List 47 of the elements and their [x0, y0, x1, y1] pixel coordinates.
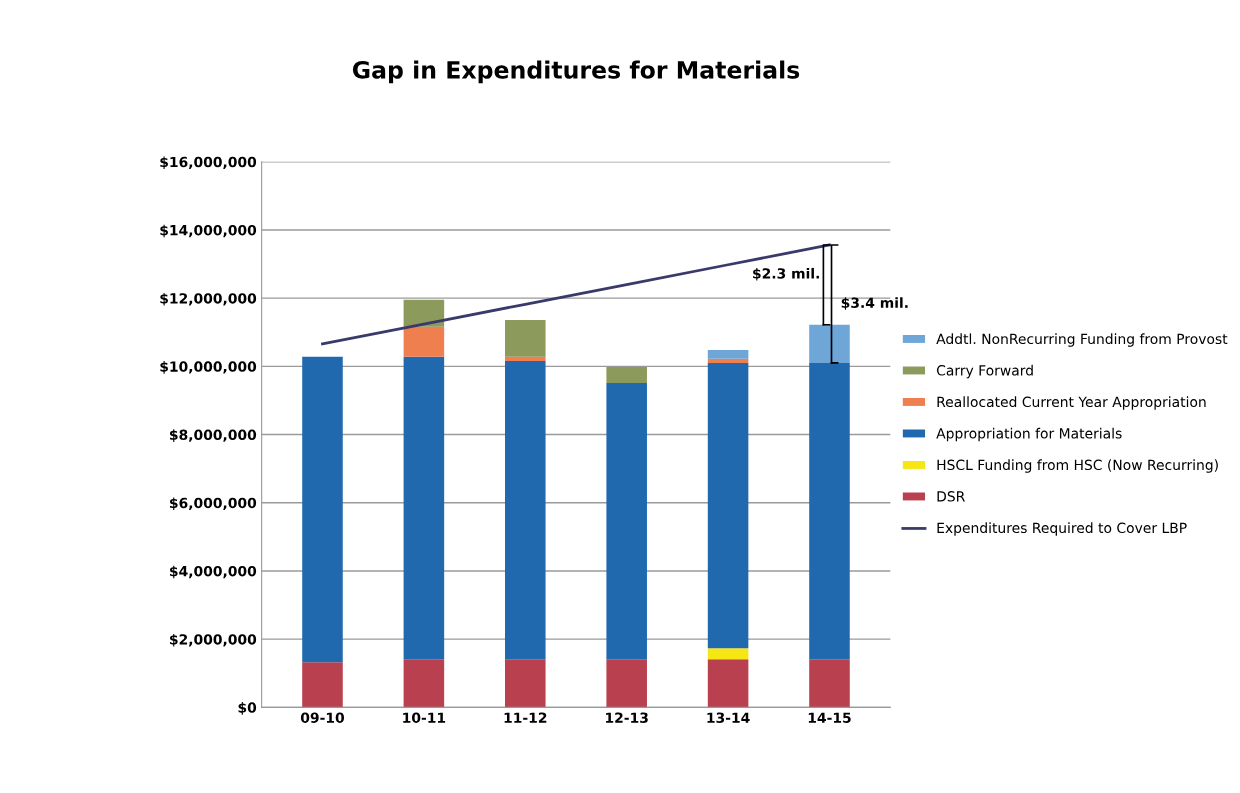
bar: [302, 662, 343, 708]
bar: [707, 350, 749, 359]
legend-label: Reallocated Current Year Appropriation: [937, 396, 1206, 410]
bar: [707, 358, 749, 363]
legend-label: DSR: [937, 491, 965, 502]
x-tick-label: 14-15: [808, 712, 851, 723]
legend-label: Carry Forward: [936, 364, 1033, 379]
bar: [809, 324, 850, 363]
bar: [505, 360, 546, 660]
bar: [302, 356, 343, 663]
legend-label: HSCL Funding from HSC (Now Recurring): [937, 459, 1218, 473]
legend-label: Appropriation for Materials: [936, 427, 1122, 442]
bar: [606, 367, 647, 384]
y-tick-label: $2,000,000: [170, 633, 257, 647]
chart-title: Gap in Expenditures for Materials: [352, 60, 800, 84]
bar: [403, 356, 445, 660]
y-tick-label: $6,000,000: [170, 497, 257, 511]
x-tick-label: 09-10: [300, 712, 345, 723]
x-tick-label: 12-13: [606, 712, 648, 723]
y-tick-label: $10,000,000: [160, 361, 257, 374]
bar: [707, 659, 749, 708]
y-tick-label: $0: [238, 702, 257, 715]
bar: [809, 659, 850, 708]
x-tick-label: 11-12: [504, 712, 547, 723]
x-tick-label: 10-11: [403, 712, 446, 723]
y-tick-label: $8,000,000: [170, 429, 257, 442]
y-tick-label: $14,000,000: [160, 224, 257, 238]
bar: [606, 383, 647, 660]
bar: [505, 659, 546, 708]
y-tick-label: $12,000,000: [160, 292, 257, 306]
bar: [505, 319, 546, 357]
annotation: $2.3 mil.: [753, 267, 819, 281]
bar: [403, 299, 445, 327]
y-tick-label: $16,000,000: [160, 156, 257, 170]
annotation: $3.4 mil.: [841, 297, 908, 310]
bar: [809, 362, 850, 660]
y-tick-label: $4,000,000: [170, 565, 257, 579]
bar: [403, 659, 445, 708]
bar: [707, 362, 749, 649]
bar: [505, 356, 546, 361]
bar: [606, 659, 647, 708]
bar: [707, 648, 749, 660]
bar: [403, 326, 445, 357]
legend-label: Addtl. NonRecurring Funding from Provost: [936, 333, 1228, 347]
legend-label: Expenditures Required to Cover LBP: [937, 522, 1187, 536]
x-tick-label: 13-14: [707, 712, 750, 723]
line-series: [321, 243, 831, 346]
